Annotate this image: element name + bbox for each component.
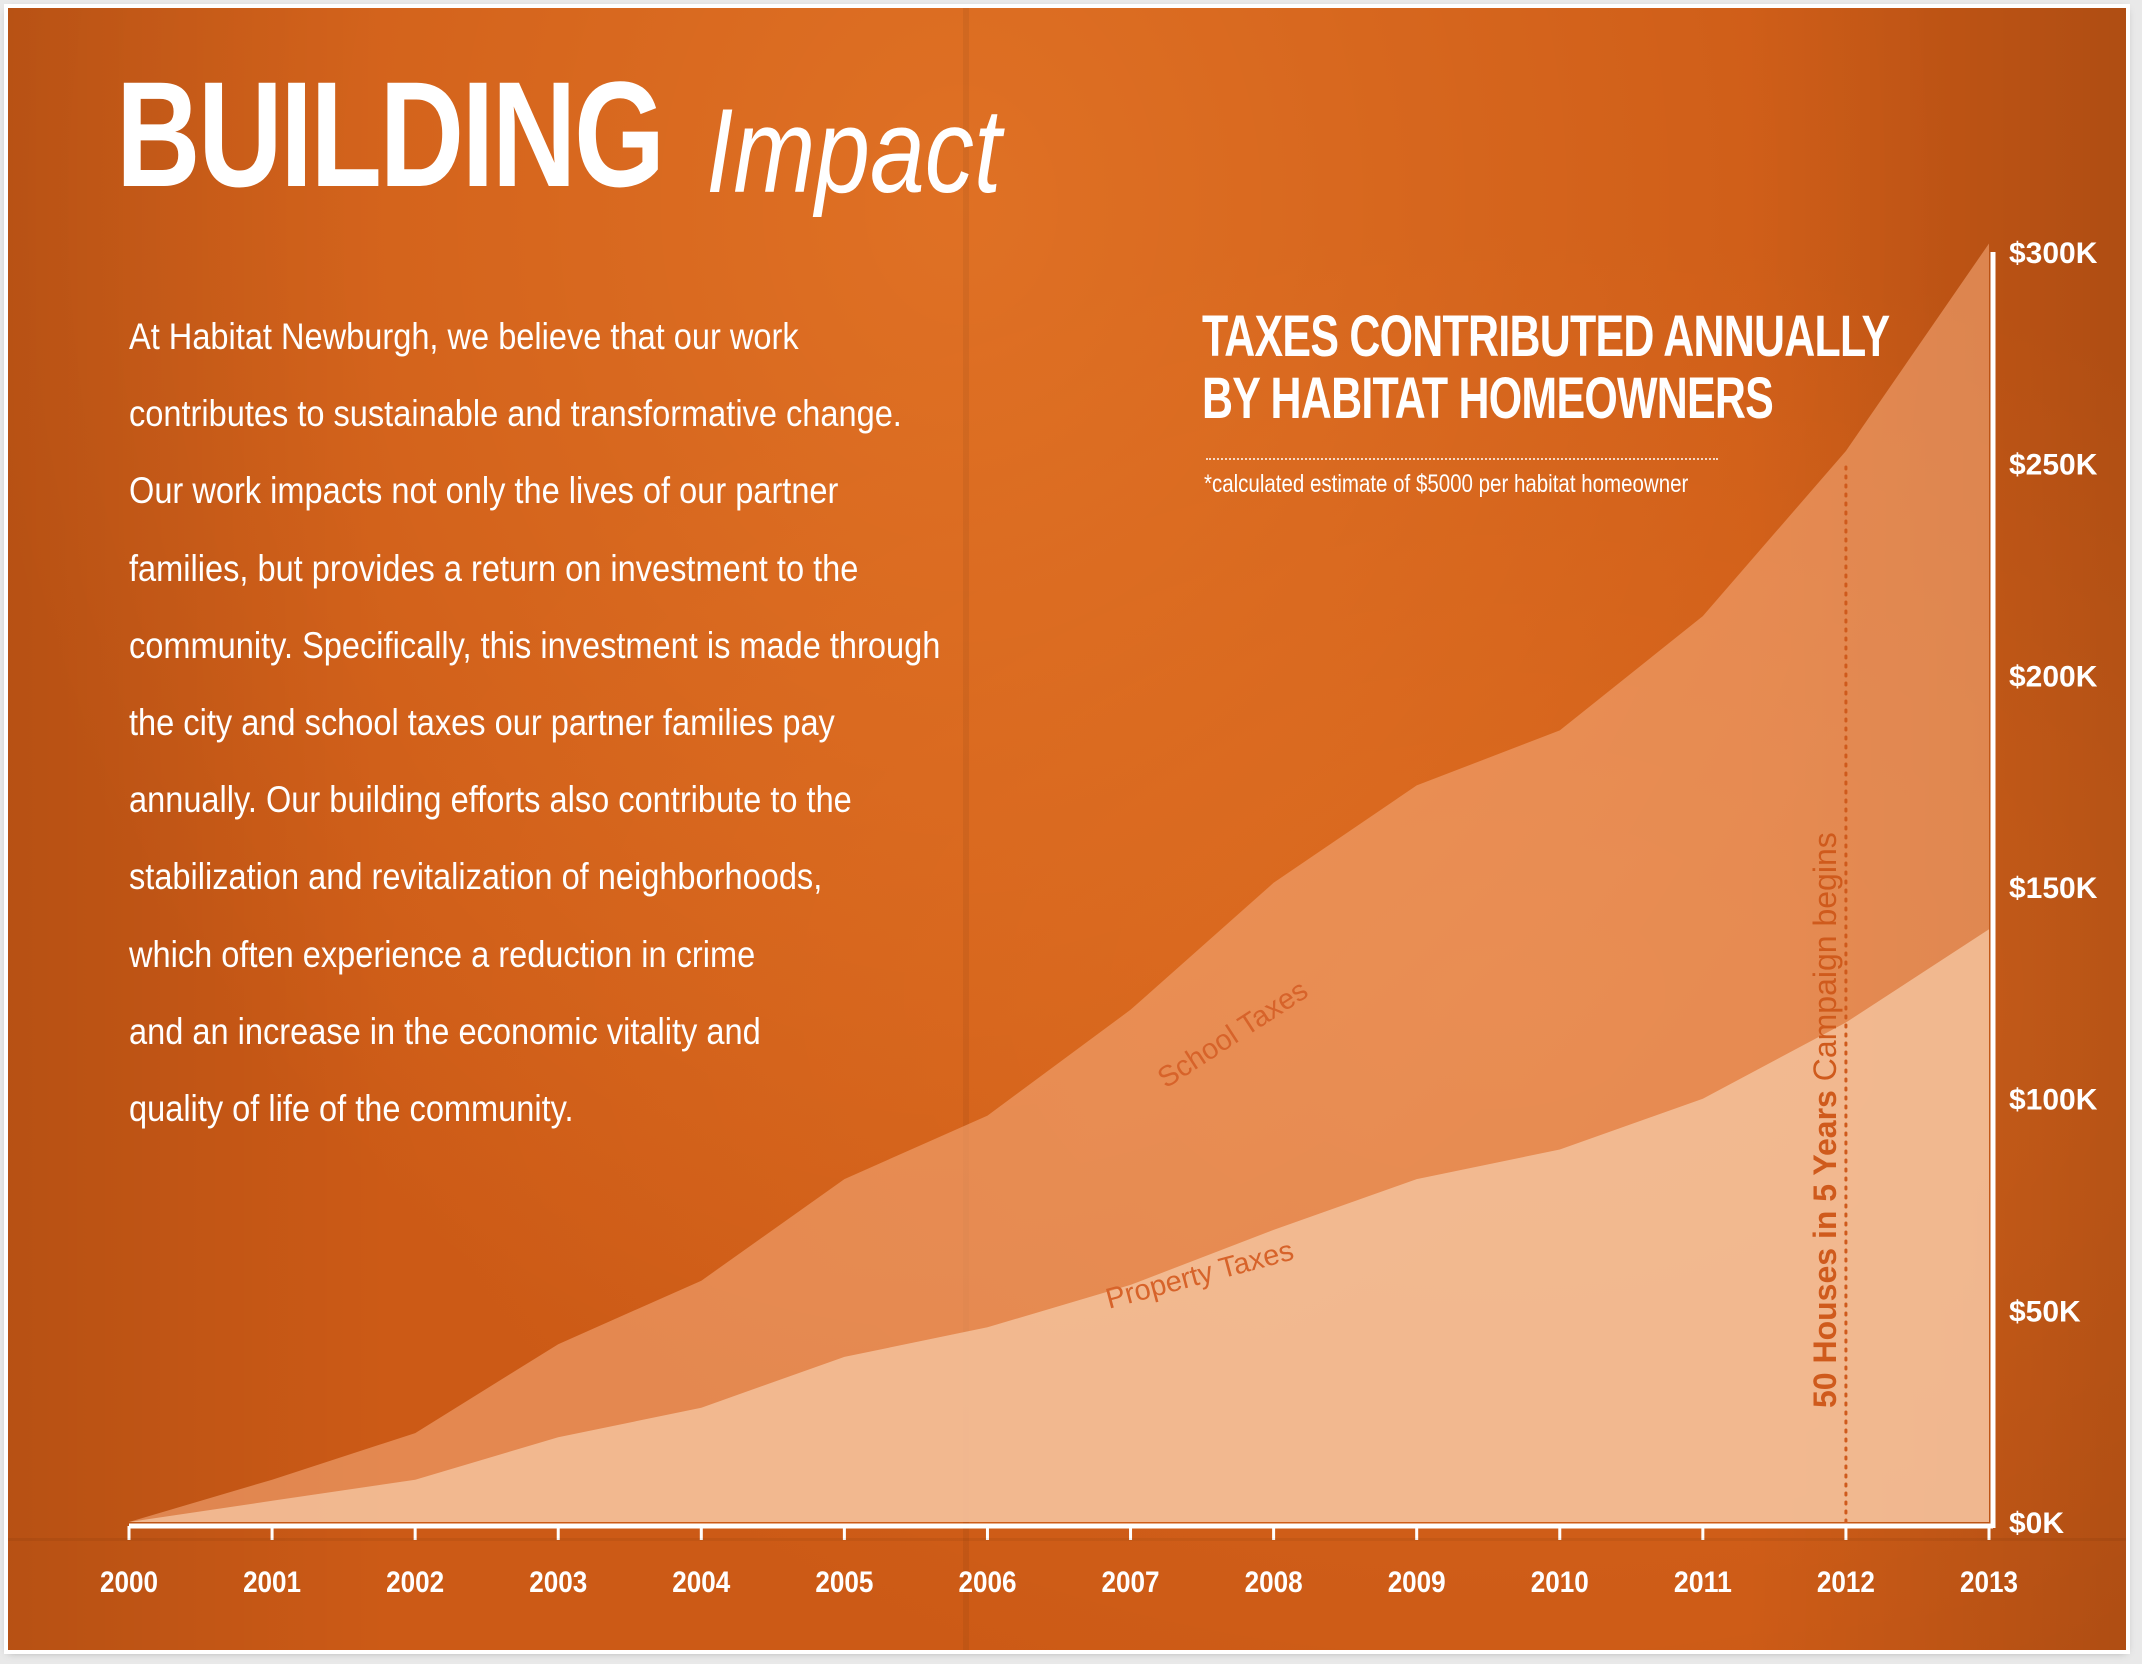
intro-line: and an increase in the economic vitality…: [129, 1010, 761, 1052]
intro-line: Our work impacts not only the lives of o…: [129, 470, 839, 512]
y-tick-label: $200K: [2009, 660, 2098, 693]
chart-title-line: BY HABITAT HOMEOWNERS: [1202, 366, 1774, 431]
intro-line: At Habitat Newburgh, we believe that our…: [129, 316, 799, 357]
campaign-annotation-regular: Campaign begins: [1807, 832, 1843, 1090]
y-tick-label: $0K: [2009, 1507, 2064, 1540]
intro-line: community. Specifically, this investment…: [129, 624, 941, 666]
x-tick-label: 2005: [815, 1566, 873, 1599]
chart-title-line: TAXES CONTRIBUTED ANNUALLY: [1202, 304, 1890, 369]
x-tick-label: 2006: [958, 1566, 1016, 1599]
y-tick-label: $50K: [2009, 1295, 2081, 1328]
intro-line: stabilization and revitalization of neig…: [129, 856, 823, 898]
y-tick-label: $100K: [2009, 1084, 2098, 1117]
intro-paragraph: At Habitat Newburgh, we believe that our…: [129, 298, 1029, 1147]
x-tick-label: 2000: [100, 1566, 158, 1599]
intro-line: quality of life of the community.: [129, 1088, 574, 1130]
page-title: BUILDING Impact: [116, 48, 1001, 221]
campaign-annotation-bold: 50 Houses in 5 Years: [1807, 1090, 1843, 1408]
x-tick-label: 2004: [672, 1566, 730, 1599]
x-tick-label: 2010: [1531, 1566, 1589, 1599]
page-title-bold: BUILDING: [116, 50, 665, 218]
chart-title: TAXES CONTRIBUTED ANNUALLY BY HABITAT HO…: [1202, 306, 2126, 430]
chart-note: *calculated estimate of $5000 per habita…: [1204, 470, 1689, 498]
x-tick-label: 2001: [243, 1566, 301, 1599]
x-tick-label: 2012: [1817, 1566, 1875, 1599]
x-tick-label: 2013: [1960, 1566, 2018, 1599]
x-tick-label: 2009: [1388, 1566, 1446, 1599]
property-taxes-area: [129, 929, 1989, 1522]
intro-line: annually. Our building efforts also cont…: [129, 779, 852, 821]
intro-line: families, but provides a return on inves…: [129, 547, 859, 589]
x-tick-label: 2002: [386, 1566, 444, 1599]
x-tick-label: 2011: [1674, 1566, 1732, 1599]
poster: BUILDING Impact At Habitat Newburgh, we …: [8, 8, 2126, 1650]
intro-line: contributes to sustainable and transform…: [129, 393, 902, 435]
y-tick-label: $250K: [2009, 449, 2098, 482]
intro-line: the city and school taxes our partner fa…: [129, 702, 835, 744]
x-tick-label: 2007: [1102, 1566, 1160, 1599]
chart-title-divider: [1206, 458, 1718, 460]
x-tick-label: 2008: [1245, 1566, 1303, 1599]
y-tick-label: $150K: [2009, 872, 2098, 905]
tax-area-chart: 2000 2001 2002 2003 2004 2005 2006 2007 2008 2009…: [100, 237, 2098, 1599]
campaign-annotation: 50 Houses in 5 Years Campaign begins: [1807, 832, 1843, 1408]
x-tick-label: 2003: [529, 1566, 587, 1599]
page-title-light: Impact: [706, 84, 1002, 218]
y-tick-label: $300K: [2009, 237, 2098, 270]
intro-line: which often experience a reduction in cr…: [129, 933, 756, 975]
